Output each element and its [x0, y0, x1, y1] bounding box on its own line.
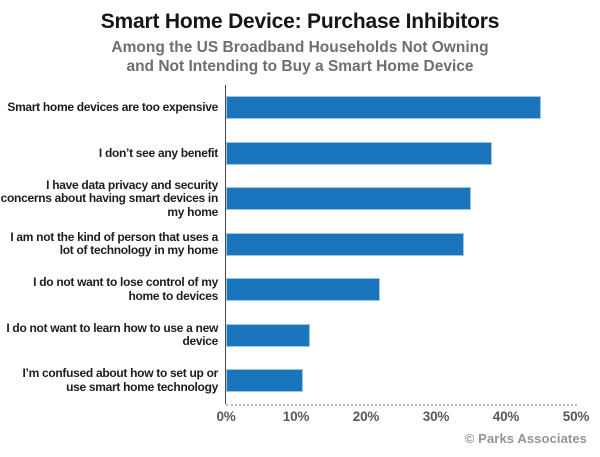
bar-track — [225, 358, 600, 404]
x-tick-label: 50% — [562, 408, 590, 424]
chart-footer: © Parks Associates — [0, 426, 600, 448]
bar-row: I don’t see any benefit — [0, 130, 600, 176]
bar-track — [225, 221, 600, 267]
bar — [226, 187, 471, 211]
x-axis-baseline — [226, 403, 577, 406]
x-tick-label: 20% — [352, 408, 380, 424]
category-label: I’m confused about how to set up or use … — [22, 366, 219, 394]
chart-header: Smart Home Device: Purchase Inhibitors A… — [0, 0, 600, 76]
chart-subtitle-line-2: and Not Intending to Buy a Smart Home De… — [126, 58, 474, 75]
x-tick-label: 40% — [492, 408, 520, 424]
category-label: I don’t see any benefit — [98, 145, 218, 160]
chart-rows: Smart home devices are too expensive I do… — [0, 85, 600, 404]
bar-row: Smart home devices are too expensive — [0, 85, 600, 131]
category-label: I do not want to lose control of my home… — [33, 275, 218, 303]
bar — [226, 369, 303, 393]
chart-title: Smart Home Device: Purchase Inhibitors — [100, 10, 500, 33]
bar-track — [225, 130, 600, 176]
bar-track — [225, 267, 600, 313]
category-label: I do not want to learn how to use a new … — [6, 320, 218, 349]
x-tick-label: 0% — [216, 408, 236, 424]
chart-subtitle-line-1: Among the US Broadband Households Not Ow… — [111, 39, 489, 56]
chart-subtitle: Among the US Broadband Households Not Ow… — [0, 38, 600, 76]
category-label: I have data privacy and security concern… — [0, 177, 219, 219]
bar — [226, 141, 492, 165]
bar-row: I do not want to learn how to use a new … — [0, 312, 600, 358]
category-label: I am not the kind of person that uses a … — [10, 229, 218, 258]
bar-row: I do not want to lose control of my home… — [0, 267, 600, 313]
bar — [226, 323, 310, 347]
x-axis-ticks: 0% 10% 20% 30% 40% 50% — [0, 406, 600, 426]
bar-row: I’m confused about how to set up or use … — [0, 358, 600, 404]
bar-row: I have data privacy and security concern… — [0, 176, 600, 222]
bar-row: I am not the kind of person that uses a … — [0, 221, 600, 267]
attribution: © Parks Associates — [464, 430, 587, 446]
x-tick-label: 30% — [422, 408, 450, 424]
bar-track — [225, 176, 600, 222]
bar-track — [225, 312, 600, 358]
bar — [226, 278, 380, 302]
bar-track — [225, 85, 600, 131]
bar — [226, 96, 541, 120]
x-tick-label: 10% — [282, 408, 310, 424]
category-label: Smart home devices are too expensive — [7, 100, 218, 114]
bar — [226, 232, 464, 256]
bar-chart: Smart home devices are too expensive I do… — [0, 85, 600, 426]
